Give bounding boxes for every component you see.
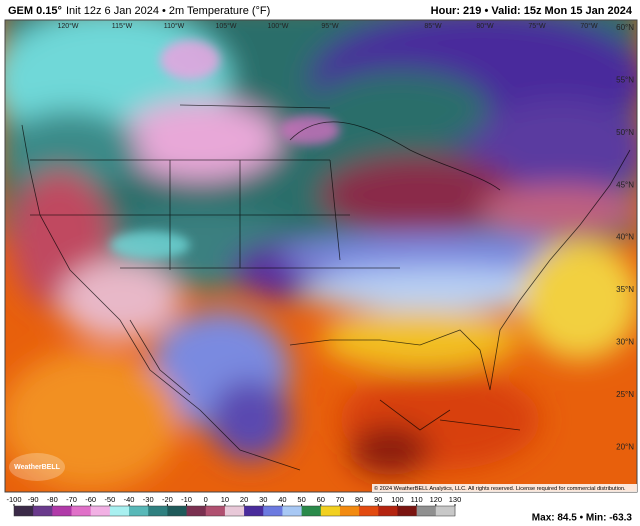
colorbar-tick-label: 30 bbox=[259, 495, 267, 504]
colorbar-segment bbox=[186, 506, 207, 516]
copyright-bg bbox=[372, 484, 637, 492]
colorbar-segment bbox=[244, 506, 264, 516]
colorbar-segment bbox=[359, 506, 379, 516]
logo: WeatherBELL bbox=[14, 464, 60, 471]
lat-label: 45°N bbox=[616, 180, 634, 189]
lon-label: 95°W bbox=[321, 22, 339, 30]
header-description: Init 12z 6 Jan 2024 • 2m Temperature (°F… bbox=[66, 5, 270, 17]
colorbar-segment bbox=[148, 506, 168, 516]
lon-label: 120°W bbox=[57, 22, 78, 30]
colorbar-tick-label: -60 bbox=[85, 495, 96, 504]
colorbar-frame bbox=[13, 505, 456, 517]
colorbar-segment bbox=[52, 506, 73, 516]
lon-label: 100°W bbox=[267, 22, 288, 30]
logo-badge bbox=[9, 453, 65, 481]
lon-label: 115°W bbox=[112, 22, 133, 30]
colorbar-tick-label: -50 bbox=[104, 495, 115, 504]
colorbar-tick-label: 20 bbox=[240, 495, 248, 504]
model-name: GEM 0.15° bbox=[8, 5, 62, 17]
colorbar-segment bbox=[282, 506, 303, 516]
colorbar-segment bbox=[109, 506, 130, 516]
lon-label: 110°W bbox=[164, 22, 185, 30]
lat-label: 40°N bbox=[616, 233, 634, 242]
colorbar-tick-label: 100 bbox=[391, 495, 404, 504]
lon-label: 85°W bbox=[424, 22, 442, 30]
colorbar-segment bbox=[33, 506, 53, 516]
colorbar-segment bbox=[167, 506, 188, 516]
colorbar-segment bbox=[224, 506, 245, 516]
colorbar-tick-label: 130 bbox=[449, 495, 462, 504]
colorbar-tick-label: -30 bbox=[143, 495, 154, 504]
colorbar-segment bbox=[14, 506, 34, 516]
colorbar-segment bbox=[301, 506, 322, 516]
colorbar-tick-label: -40 bbox=[124, 495, 135, 504]
lon-label: 75°W bbox=[528, 22, 546, 30]
lon-label: 70°W bbox=[580, 22, 598, 30]
lat-label: 60°N bbox=[616, 23, 634, 32]
colorbar-segment bbox=[435, 506, 456, 516]
lon-label: 105°W bbox=[215, 22, 236, 30]
colorbar-tick-label: -70 bbox=[66, 495, 77, 504]
lat-label: 20°N bbox=[616, 442, 634, 451]
colorbar-segment bbox=[416, 506, 437, 516]
colorbar-tick-label: -90 bbox=[28, 495, 39, 504]
colorbar-tick-label: 70 bbox=[336, 495, 344, 504]
colorbar-tick-label: 10 bbox=[221, 495, 229, 504]
colorbar-tick-label: 0 bbox=[204, 495, 208, 504]
colorbar-segment bbox=[397, 506, 418, 516]
colorbar-tick-label: -20 bbox=[162, 495, 173, 504]
colorbar-tick-label: 120 bbox=[430, 495, 443, 504]
colorbar-tick-label: 110 bbox=[411, 495, 423, 504]
header-valid: Hour: 219 • Valid: 15z Mon 15 Jan 2024 bbox=[431, 5, 633, 17]
colorbar-segment bbox=[263, 506, 283, 516]
map-frame bbox=[4, 19, 638, 493]
temperature-field bbox=[5, 20, 637, 492]
colorbar-tick-label: 90 bbox=[374, 495, 382, 504]
copyright: © 2024 WeatherBELL Analytics, LLC. All r… bbox=[374, 485, 626, 492]
colorbar-tick-label: 80 bbox=[355, 495, 363, 504]
colorbar-tick-label: -100 bbox=[6, 495, 21, 504]
lat-label: 35°N bbox=[616, 285, 634, 294]
lat-label: 50°N bbox=[616, 128, 634, 137]
lat-label: 55°N bbox=[616, 76, 634, 85]
colorbar-segment bbox=[90, 506, 111, 516]
lat-label: 30°N bbox=[616, 338, 634, 347]
colorbar-segment bbox=[339, 506, 360, 516]
max-min: Max: 84.5 • Min: -63.3 bbox=[532, 513, 633, 524]
colorbar-tick-label: 40 bbox=[278, 495, 286, 504]
colorbar-tick-label: 50 bbox=[297, 495, 305, 504]
colorbar-tick-label: 60 bbox=[317, 495, 325, 504]
colorbar-segment bbox=[129, 506, 149, 516]
colorbar-segment bbox=[205, 506, 226, 516]
lat-label: 25°N bbox=[616, 390, 634, 399]
colorbar-segment bbox=[378, 506, 398, 516]
colorbar-segment bbox=[71, 506, 92, 516]
colorbar-tick-label: -80 bbox=[47, 495, 58, 504]
colorbar-segment bbox=[320, 506, 341, 516]
colorbar-tick-label: -10 bbox=[181, 495, 192, 504]
lon-label: 80°W bbox=[476, 22, 494, 30]
